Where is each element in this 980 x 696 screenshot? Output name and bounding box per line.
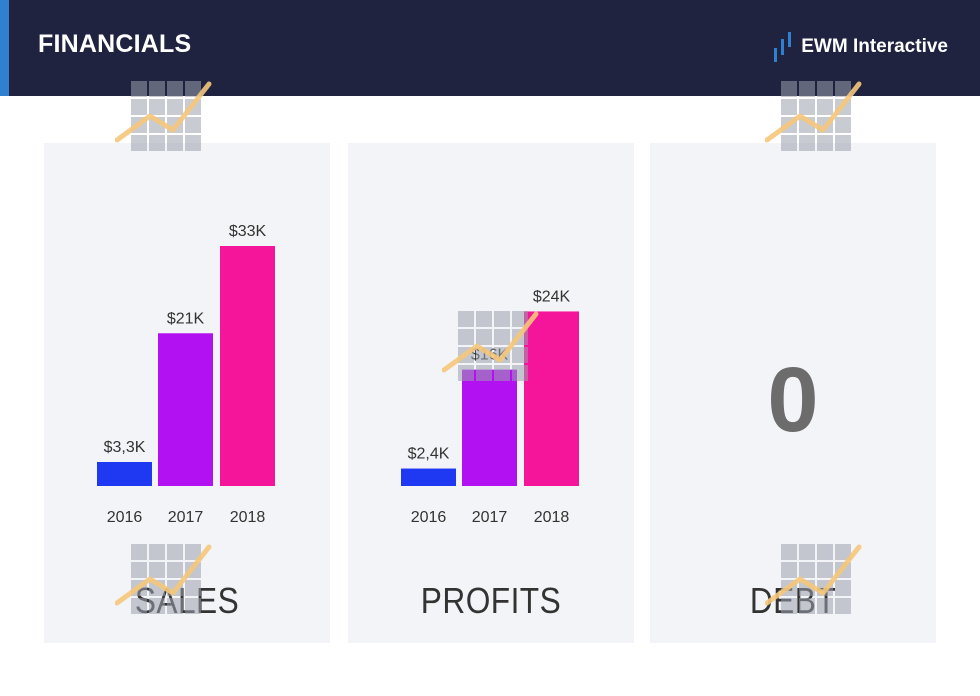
sales-bar-chart: $3,3K 2016 $21K 2017 $33K 2018 <box>97 223 275 526</box>
profits-label: PROFITS <box>420 580 562 621</box>
growth-chart-watermark-icon <box>765 81 862 151</box>
x-tick-label-2017: 2017 <box>472 509 508 526</box>
x-tick-label-2018: 2018 <box>230 509 266 526</box>
x-tick-label-2016: 2016 <box>107 509 143 526</box>
header-accent-stripe <box>0 0 9 96</box>
data-label-2016: $2,4K <box>408 446 450 463</box>
bar-chart-logo-icon <box>774 32 792 62</box>
bar-2018 <box>220 246 275 486</box>
data-label-2018: $33K <box>229 223 267 240</box>
brand[interactable]: EWM Interactive <box>773 30 948 64</box>
debt-value: 0 <box>767 349 819 451</box>
x-tick-label-2017: 2017 <box>168 509 204 526</box>
header-bar: FINANCIALS EWM Interactive <box>0 0 980 96</box>
growth-chart-watermark-icon <box>115 544 212 614</box>
x-tick-label-2016: 2016 <box>411 509 447 526</box>
bar-2018 <box>524 311 579 486</box>
growth-chart-watermark-icon <box>115 81 212 151</box>
data-label-2016: $3,3K <box>104 439 146 456</box>
bar-2016 <box>401 468 456 486</box>
data-label-2018: $24K <box>533 288 571 305</box>
brand-name: EWM Interactive <box>801 36 948 57</box>
bar-2017 <box>158 333 213 486</box>
bar-2017 <box>462 369 517 486</box>
x-tick-label-2018: 2018 <box>534 509 570 526</box>
data-label-2017: $21K <box>167 310 205 327</box>
growth-chart-watermark-icon <box>765 544 862 614</box>
growth-chart-watermark-icon <box>442 311 539 381</box>
bar-2016 <box>97 462 152 486</box>
page-title: FINANCIALS <box>38 30 192 58</box>
